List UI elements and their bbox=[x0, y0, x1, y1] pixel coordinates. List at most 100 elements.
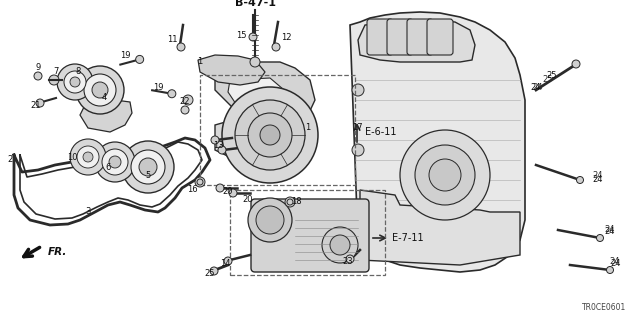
Text: 4: 4 bbox=[101, 93, 107, 102]
Text: 24: 24 bbox=[532, 84, 543, 92]
Circle shape bbox=[222, 87, 318, 183]
FancyBboxPatch shape bbox=[387, 19, 413, 55]
Circle shape bbox=[352, 229, 364, 241]
Circle shape bbox=[596, 235, 604, 242]
Text: 13: 13 bbox=[212, 140, 223, 149]
Polygon shape bbox=[215, 62, 315, 122]
Text: 24: 24 bbox=[611, 260, 621, 268]
Circle shape bbox=[95, 142, 135, 182]
Circle shape bbox=[83, 152, 93, 162]
Polygon shape bbox=[198, 55, 265, 85]
Circle shape bbox=[57, 64, 93, 100]
Circle shape bbox=[415, 145, 475, 205]
Circle shape bbox=[287, 199, 293, 205]
Circle shape bbox=[92, 82, 108, 98]
Text: 19: 19 bbox=[120, 51, 131, 60]
Polygon shape bbox=[358, 20, 475, 62]
Circle shape bbox=[131, 150, 165, 184]
FancyBboxPatch shape bbox=[367, 19, 393, 55]
Polygon shape bbox=[350, 12, 525, 272]
Circle shape bbox=[139, 158, 157, 176]
Circle shape bbox=[235, 100, 305, 170]
Text: 9: 9 bbox=[35, 63, 40, 73]
Text: 3: 3 bbox=[85, 207, 91, 217]
Circle shape bbox=[218, 146, 226, 154]
Polygon shape bbox=[235, 94, 292, 123]
Circle shape bbox=[211, 136, 219, 144]
Text: 17: 17 bbox=[352, 124, 362, 132]
FancyBboxPatch shape bbox=[407, 19, 433, 55]
Circle shape bbox=[84, 74, 116, 106]
Circle shape bbox=[177, 43, 185, 51]
Text: E-7-11: E-7-11 bbox=[392, 233, 424, 243]
Text: 14: 14 bbox=[220, 259, 230, 268]
Circle shape bbox=[195, 177, 205, 187]
Circle shape bbox=[256, 206, 284, 234]
Text: 20: 20 bbox=[243, 196, 253, 204]
Circle shape bbox=[285, 197, 295, 207]
Circle shape bbox=[183, 95, 193, 105]
Circle shape bbox=[122, 141, 174, 193]
Circle shape bbox=[197, 179, 203, 185]
FancyBboxPatch shape bbox=[427, 19, 453, 55]
Text: 2: 2 bbox=[8, 156, 13, 164]
Circle shape bbox=[34, 72, 42, 80]
Text: 1: 1 bbox=[197, 58, 203, 67]
Circle shape bbox=[400, 130, 490, 220]
Text: 24: 24 bbox=[610, 258, 620, 267]
Text: 1: 1 bbox=[305, 124, 310, 132]
Circle shape bbox=[49, 75, 59, 85]
Circle shape bbox=[260, 125, 280, 145]
Circle shape bbox=[248, 113, 292, 157]
Circle shape bbox=[109, 156, 121, 168]
Text: 24: 24 bbox=[605, 228, 615, 236]
Circle shape bbox=[229, 189, 237, 197]
Text: 8: 8 bbox=[76, 68, 81, 76]
Circle shape bbox=[272, 43, 280, 51]
Circle shape bbox=[250, 57, 260, 67]
Text: B-47-1: B-47-1 bbox=[234, 0, 275, 8]
Text: 5: 5 bbox=[145, 171, 150, 180]
Text: 20: 20 bbox=[223, 188, 233, 196]
Text: 12: 12 bbox=[281, 34, 291, 43]
Circle shape bbox=[102, 149, 128, 175]
Polygon shape bbox=[80, 100, 132, 132]
Circle shape bbox=[322, 227, 358, 263]
Text: 24: 24 bbox=[593, 171, 604, 180]
Text: 25: 25 bbox=[543, 76, 553, 84]
Text: 24: 24 bbox=[605, 226, 615, 235]
Circle shape bbox=[77, 146, 99, 168]
Circle shape bbox=[136, 55, 143, 63]
Circle shape bbox=[352, 144, 364, 156]
Circle shape bbox=[210, 267, 218, 275]
Text: TR0CE0601: TR0CE0601 bbox=[582, 303, 626, 312]
Text: 23: 23 bbox=[342, 258, 353, 267]
Text: 15: 15 bbox=[236, 30, 246, 39]
Circle shape bbox=[248, 198, 292, 242]
Text: E-6-11: E-6-11 bbox=[365, 127, 397, 137]
Circle shape bbox=[607, 267, 614, 274]
Text: 7: 7 bbox=[53, 68, 59, 76]
Text: 6: 6 bbox=[106, 163, 111, 172]
Circle shape bbox=[572, 60, 580, 68]
Circle shape bbox=[577, 177, 584, 183]
Text: 21: 21 bbox=[31, 100, 41, 109]
Circle shape bbox=[224, 257, 232, 265]
Text: 10: 10 bbox=[67, 154, 77, 163]
Text: 25: 25 bbox=[547, 71, 557, 81]
Circle shape bbox=[181, 106, 189, 114]
Polygon shape bbox=[215, 112, 310, 165]
Circle shape bbox=[36, 99, 44, 107]
Text: FR.: FR. bbox=[48, 247, 67, 257]
Circle shape bbox=[330, 235, 350, 255]
Text: 19: 19 bbox=[153, 84, 163, 92]
Polygon shape bbox=[360, 190, 520, 265]
Text: 11: 11 bbox=[167, 36, 177, 44]
Circle shape bbox=[352, 204, 364, 216]
Text: 18: 18 bbox=[291, 197, 301, 206]
Circle shape bbox=[429, 159, 461, 191]
Text: 25: 25 bbox=[205, 269, 215, 278]
Circle shape bbox=[64, 71, 86, 93]
Polygon shape bbox=[228, 78, 290, 110]
Text: 24: 24 bbox=[593, 175, 604, 185]
